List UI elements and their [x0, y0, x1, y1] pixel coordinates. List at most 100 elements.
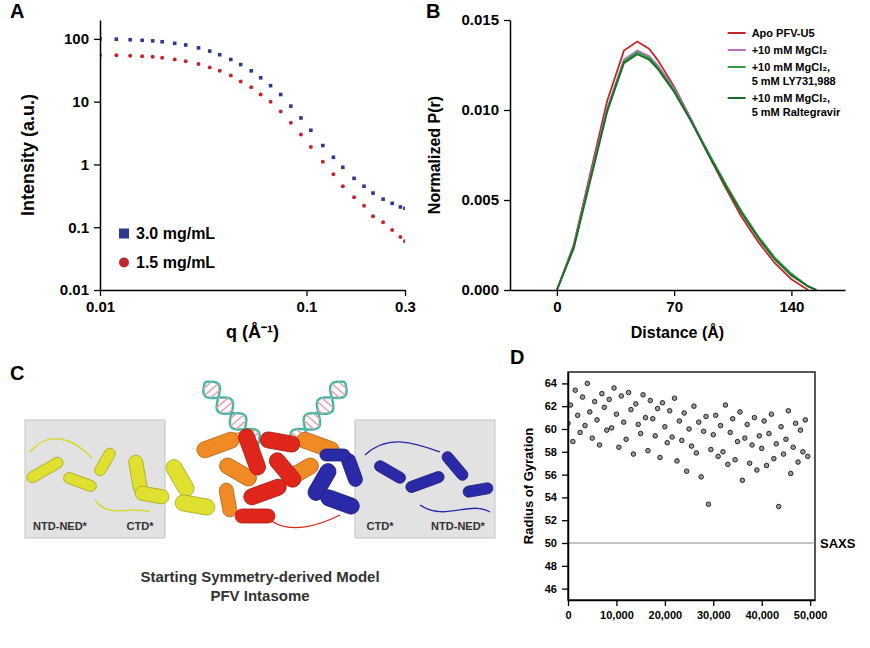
tick: 48	[545, 560, 568, 572]
legend-item: +10 mM MgCl₂	[728, 44, 828, 56]
helix-body	[404, 470, 445, 494]
data-point	[653, 434, 658, 439]
axis-line	[511, 290, 846, 292]
tick-label: 64	[545, 377, 558, 389]
helix	[320, 449, 350, 461]
data-point	[279, 93, 283, 97]
axis-line	[510, 21, 512, 291]
data-point	[321, 144, 325, 148]
data-point	[803, 418, 808, 423]
tick-label: 10,000	[600, 609, 634, 621]
legend-label: 1.5 mg/mL	[136, 254, 215, 271]
data-point	[699, 475, 704, 480]
data-point	[750, 443, 755, 448]
data-point	[607, 397, 612, 402]
tick-mark	[665, 600, 666, 606]
data-point	[321, 160, 325, 164]
data-point	[798, 428, 803, 433]
data-point	[723, 403, 728, 408]
tick: 20,000	[649, 600, 683, 621]
dna-base	[304, 420, 315, 429]
helix	[195, 430, 242, 460]
tick: 0.1	[297, 290, 318, 315]
tick: 60	[545, 423, 568, 435]
data-point	[229, 74, 233, 78]
helix-body	[134, 485, 170, 505]
data-point	[399, 205, 403, 209]
data-point	[696, 420, 701, 425]
data-point	[757, 434, 762, 439]
tick-mark	[562, 543, 568, 544]
data-point	[208, 49, 212, 53]
panel-letter: D	[510, 346, 524, 368]
data-point	[239, 79, 243, 83]
data-point	[793, 421, 798, 426]
tick-mark	[94, 227, 100, 228]
tick-label: 0.010	[461, 101, 499, 118]
tick-label: 30,000	[697, 609, 731, 621]
diagram: CNTD-NED*CTD*CTD*NTD-NED*Starting Symmet…	[10, 362, 495, 604]
tick: 62	[545, 400, 568, 412]
data-point	[784, 437, 789, 442]
series-line	[557, 52, 817, 290]
data-point	[701, 429, 706, 434]
tick-mark	[562, 383, 568, 384]
data-point	[160, 56, 164, 60]
data-point	[689, 444, 694, 449]
tick: 0.01	[60, 281, 100, 298]
data-point	[631, 452, 636, 457]
data-point	[575, 413, 580, 418]
data-point	[641, 393, 646, 398]
panel-letter: C	[10, 362, 24, 384]
tick-label: 10	[72, 93, 89, 110]
helix-body	[195, 430, 242, 460]
data-point	[612, 386, 617, 391]
data-point	[128, 38, 132, 42]
tick-label: 60	[545, 423, 557, 435]
tick-mark	[557, 290, 558, 296]
domain-label: CTD*	[367, 520, 395, 532]
tick-label: 62	[545, 400, 557, 412]
tick-label: 0.000	[461, 281, 499, 298]
data-point	[585, 381, 590, 386]
tick-mark	[562, 406, 568, 407]
dna-base	[313, 413, 320, 419]
data-point	[309, 128, 313, 132]
data-point	[279, 109, 283, 113]
data-point	[218, 69, 222, 73]
data-point	[713, 413, 718, 418]
data-point	[759, 446, 764, 451]
annotation: SAXS	[820, 536, 856, 551]
data-point	[299, 116, 303, 120]
data-point	[801, 450, 806, 455]
plot-frame	[568, 372, 815, 600]
data-point	[624, 437, 629, 442]
data-point	[583, 423, 588, 428]
data-point	[781, 452, 786, 457]
tick: 0.010	[461, 101, 510, 118]
tick-label: 0.005	[461, 191, 499, 208]
data-point	[602, 405, 607, 410]
tick: 56	[545, 469, 568, 481]
data-point	[684, 469, 689, 474]
tick-label: 50,000	[794, 609, 828, 621]
tick-mark	[94, 102, 100, 103]
tick-label: 70	[666, 298, 683, 315]
data-point	[670, 435, 675, 440]
data-point	[788, 471, 793, 476]
data-point	[218, 53, 222, 57]
legend-item: +10 mM MgCl₂, 5 mM Raltegravir	[728, 92, 841, 118]
helix	[163, 457, 197, 500]
data-point	[791, 445, 796, 450]
dna-base	[338, 382, 346, 389]
data-point	[762, 419, 767, 424]
tick-mark	[405, 290, 406, 296]
data-point	[726, 462, 731, 467]
data-point	[362, 184, 366, 188]
tick-mark	[616, 600, 617, 606]
data-point	[629, 407, 634, 412]
data-point	[580, 395, 585, 400]
data-point	[730, 416, 735, 421]
tick-mark	[100, 290, 101, 296]
tick-mark	[94, 39, 100, 40]
